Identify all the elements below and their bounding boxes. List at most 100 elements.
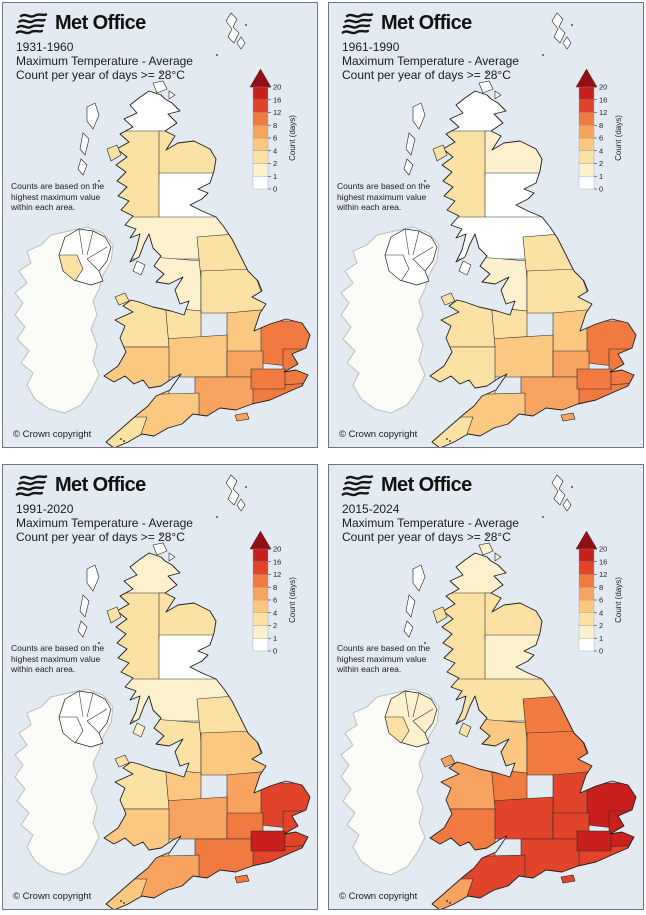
island-isle-of-wight bbox=[560, 874, 576, 884]
method-note: Counts are based on the highest maximum v… bbox=[11, 643, 105, 674]
brand-text: Met Office bbox=[381, 11, 472, 34]
island-orkney bbox=[152, 80, 168, 94]
colorbar-tick-label: 12 bbox=[273, 570, 281, 579]
colorbar-tick-label: 1 bbox=[273, 634, 277, 643]
small-island-dot bbox=[542, 54, 544, 56]
colorbar-arrow bbox=[575, 68, 598, 88]
panel-header: Met Office bbox=[341, 473, 472, 497]
island-shetland bbox=[225, 474, 240, 506]
great-britain-outline bbox=[103, 90, 311, 447]
method-note: Counts are based on the highest maximum v… bbox=[11, 181, 105, 212]
island-shetland bbox=[551, 474, 566, 506]
colorbar-segment bbox=[252, 561, 269, 575]
colorbar-axis-label: Count (days) bbox=[614, 115, 623, 161]
region-south-central bbox=[194, 376, 254, 420]
legend-colorbar: 0 1 2 4 6 8 12 16 20 Count (days) bbox=[575, 527, 637, 661]
colorbar-axis-label: Count (days) bbox=[288, 577, 297, 623]
region-essex bbox=[608, 348, 636, 386]
colorbar-segment bbox=[252, 137, 269, 151]
ni-county-borders bbox=[78, 228, 108, 272]
period-label: 1931-1960 bbox=[16, 40, 74, 54]
island-isle-of-wight bbox=[560, 412, 576, 422]
region-scot-east bbox=[158, 130, 244, 178]
colorbar-tick-label: 16 bbox=[273, 557, 281, 566]
colorbar-tick-label: 2 bbox=[273, 159, 277, 168]
region-yorkshire bbox=[526, 268, 596, 314]
island-isle-of-man bbox=[132, 260, 146, 276]
colorbar-tick-label: 20 bbox=[273, 83, 281, 92]
uk-map-svg bbox=[14, 12, 311, 447]
colorbar-tick-label: 4 bbox=[599, 146, 603, 155]
colorbar-tick-label: 20 bbox=[599, 545, 607, 554]
colorbar-segment bbox=[578, 163, 595, 177]
panel-1991-2020: Met Office 1991-2020 Maximum Temperature… bbox=[2, 464, 318, 910]
region-west-midlands bbox=[162, 334, 228, 378]
colorbar-segment bbox=[252, 176, 269, 190]
copyright-label: © Crown copyright bbox=[13, 429, 92, 440]
copyright-label: © Crown copyright bbox=[13, 891, 92, 902]
region-essex bbox=[282, 348, 310, 386]
region-wales-north bbox=[104, 750, 170, 810]
island-hebrides bbox=[77, 158, 88, 176]
island-hebrides bbox=[403, 158, 414, 176]
colorbar-tick-label: 16 bbox=[599, 95, 607, 104]
island-hebrides bbox=[86, 564, 100, 592]
small-island-dot bbox=[571, 24, 573, 26]
region-cumbria bbox=[152, 718, 202, 774]
region-cornwall bbox=[430, 416, 474, 447]
met-office-logo-icon bbox=[341, 13, 374, 35]
colorbar-tick-label: 4 bbox=[599, 608, 603, 617]
region-south-central bbox=[520, 838, 580, 882]
region-fermanagh bbox=[58, 254, 84, 282]
region-west-midlands bbox=[488, 796, 554, 840]
subtitle-line2: Count per year of days >= 28°C bbox=[16, 530, 185, 544]
region-scot-central bbox=[158, 634, 244, 684]
region-south-central bbox=[194, 838, 254, 882]
region-london bbox=[250, 368, 286, 390]
colorbar-segment bbox=[578, 599, 595, 613]
subtitle-line1: Maximum Temperature - Average bbox=[16, 516, 193, 530]
colorbar-tick-label: 6 bbox=[599, 596, 603, 605]
colorbar-segment bbox=[252, 548, 269, 562]
island-orkney bbox=[478, 542, 494, 556]
colorbar-tick-label: 20 bbox=[599, 83, 607, 92]
uk-map-svg bbox=[340, 12, 637, 447]
region-cumbria bbox=[478, 256, 528, 312]
colorbar-tick-label: 1 bbox=[273, 172, 277, 181]
region-scot-east bbox=[484, 130, 570, 178]
island-skye bbox=[106, 144, 122, 162]
colorbar-segment bbox=[252, 638, 269, 652]
region-yorkshire bbox=[200, 730, 270, 776]
colorbar-arrow bbox=[575, 530, 598, 550]
island-skye bbox=[432, 606, 448, 624]
colorbar-tick-label: 1 bbox=[599, 634, 603, 643]
island-orkney bbox=[168, 90, 176, 100]
colorbar-tick-label: 6 bbox=[599, 134, 603, 143]
region-scot-central bbox=[158, 172, 244, 222]
great-britain-outline bbox=[429, 90, 637, 447]
uk-choropleth-map bbox=[329, 465, 643, 909]
island-anglesey bbox=[114, 292, 130, 306]
brand-text: Met Office bbox=[381, 473, 472, 496]
great-britain-outline bbox=[429, 552, 637, 909]
island-hebrides bbox=[403, 620, 414, 638]
subtitle-line1: Maximum Temperature - Average bbox=[342, 54, 519, 68]
colorbar-segment bbox=[578, 638, 595, 652]
colorbar-tick-label: 8 bbox=[273, 583, 277, 592]
island-hebrides bbox=[79, 594, 90, 618]
colorbar-tick-label: 0 bbox=[273, 647, 277, 656]
small-island-dot bbox=[449, 440, 451, 442]
region-cornwall bbox=[104, 878, 148, 909]
island-hebrides bbox=[77, 620, 88, 638]
uk-choropleth-map bbox=[3, 3, 317, 447]
island-isle-of-man bbox=[458, 260, 472, 276]
region-london bbox=[576, 368, 612, 390]
colorbar-tick-label: 1 bbox=[599, 172, 603, 181]
subtitle-line2: Count per year of days >= 28°C bbox=[16, 68, 185, 82]
copyright-label: © Crown copyright bbox=[339, 891, 418, 902]
subtitle-line1: Maximum Temperature - Average bbox=[16, 54, 193, 68]
colorbar-segment bbox=[578, 86, 595, 100]
colorbar-segment bbox=[578, 625, 595, 639]
